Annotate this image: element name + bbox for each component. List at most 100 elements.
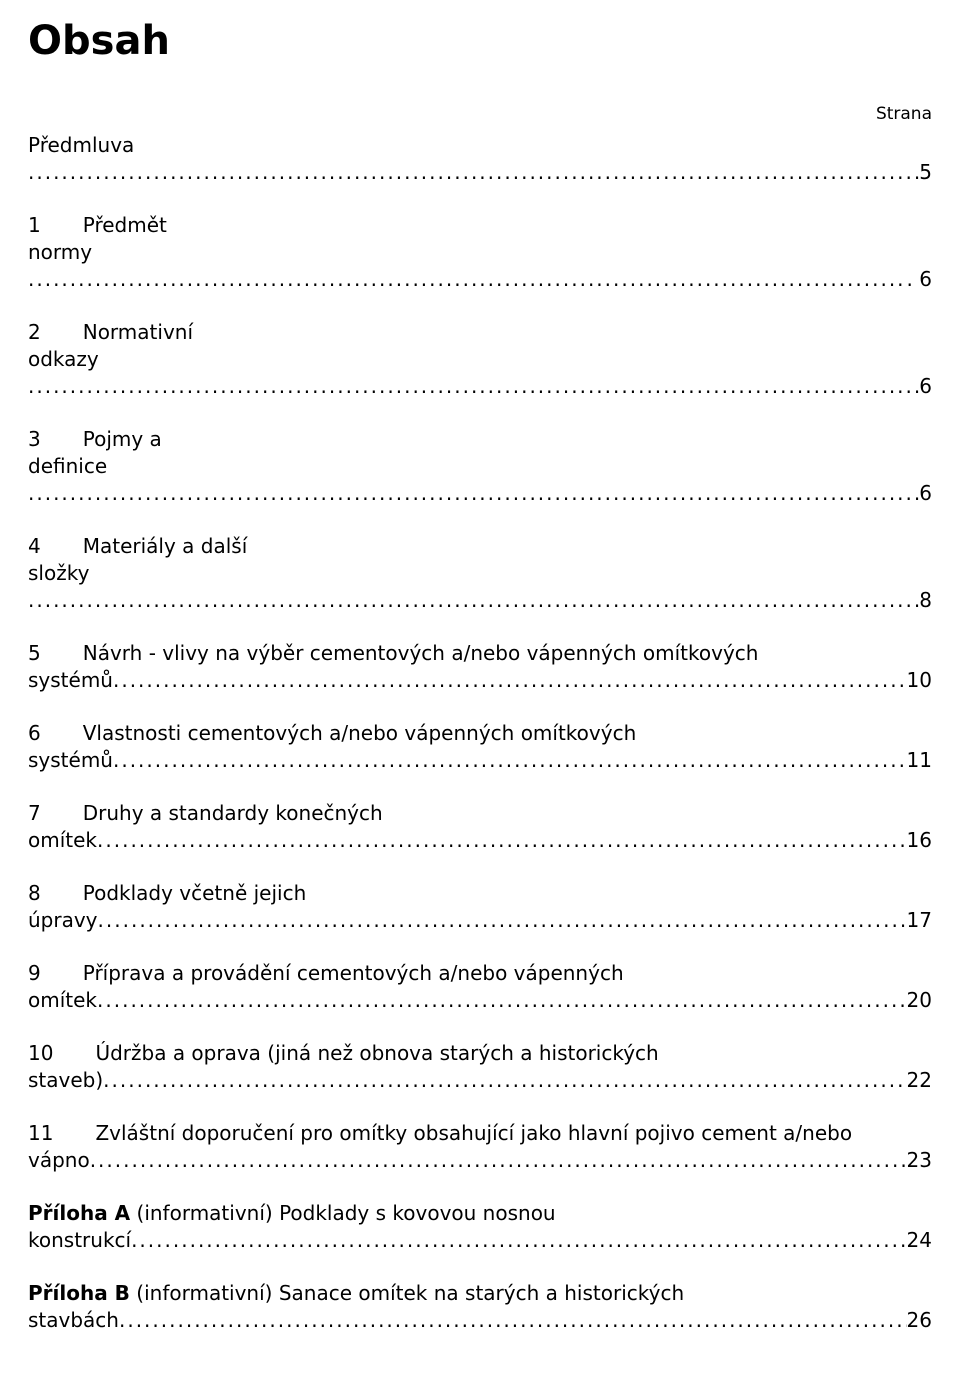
toc-entry-label: Zvláštní doporučení pro omítky obsahujíc… [95, 1121, 852, 1145]
toc-entry-number: 5 [28, 640, 41, 667]
toc-entry: 5 Návrh - vlivy na výběr cementových a/ne… [28, 640, 932, 694]
toc-entry-label: Normativní [83, 320, 193, 344]
toc-entry-dots: ........................................… [97, 827, 907, 854]
strana-label: Strana [876, 104, 932, 124]
toc-entry: 6Vlastnosti cementových a/nebo vápenných… [28, 720, 932, 774]
toc-entry-page: 17 [907, 907, 932, 934]
toc-entry-page: 11 [907, 747, 932, 774]
toc-entry-label: (informativní) Sanace omítek na starých … [130, 1281, 684, 1305]
toc-entry-number: 2 [28, 319, 41, 346]
toc-entry-page: 6 [919, 480, 932, 507]
toc-entry-dots: ........................................… [28, 587, 919, 614]
toc-entry-dotline: ........................................… [28, 480, 932, 507]
toc-entry-line1: 9 Příprava a provádění cementových a/nebo… [28, 960, 932, 987]
toc-entry-number: 3 [28, 426, 41, 453]
toc-entry-line1: 5 Návrh - vlivy na výběr cementových a/ne… [28, 640, 932, 667]
toc-entry-line1: Příloha A (informativní) Podklady s kovo… [28, 1200, 932, 1227]
toc-entry-label-rest: definice [28, 453, 932, 480]
toc-entry-dots: ........................................… [97, 987, 907, 1014]
toc-entry-dotline: systémů.................................… [28, 667, 932, 694]
toc-entry: 9 Příprava a provádění cementových a/nebo… [28, 960, 932, 1014]
toc-entry-dotline: ........................................… [28, 159, 932, 186]
toc-entry-number: 9 [28, 960, 41, 987]
toc-entry-page: 8 [919, 587, 932, 614]
toc-entry-number: 8 [28, 880, 41, 907]
toc-entry-line1: 7 Druhy a standardy konečných [28, 800, 932, 827]
toc-entry: 11 Zvláštní doporučení pro omítky obsahuj… [28, 1120, 932, 1174]
toc-entry-number: 4 [28, 533, 41, 560]
toc-entry: 3 Pojmy adefinice........................… [28, 426, 932, 507]
toc-entry-lead: systémů [28, 667, 113, 694]
toc-entry-line1: 10 Údržba a oprava (jiná než obnova starý… [28, 1040, 932, 1067]
toc-entry-page: 10 [907, 667, 932, 694]
toc-entry-lead: omítek [28, 987, 97, 1014]
toc-entry-dotline: ........................................… [28, 266, 932, 293]
toc-entry-number: 7 [28, 800, 41, 827]
toc-entry-line1: 11 Zvláštní doporučení pro omítky obsahuj… [28, 1120, 932, 1147]
toc-entry: Předmluva...............................… [28, 132, 932, 186]
toc-entry-lead: stavbách [28, 1307, 119, 1334]
toc-entry-label-rest: normy [28, 239, 932, 266]
toc-entry-label: Údržba a oprava (jiná než obnova starých… [95, 1041, 658, 1065]
toc-entry-label-rest: složky [28, 560, 932, 587]
toc-entry-lead: staveb) [28, 1067, 103, 1094]
toc-entry-line1: Předmluva [28, 132, 932, 159]
table-of-contents: Předmluva...............................… [28, 132, 932, 1334]
toc-entry-dots: ........................................… [131, 1227, 906, 1254]
toc-entry-label: Druhy a standardy konečných [83, 801, 383, 825]
toc-entry: 2 Normativníodkazy.......................… [28, 319, 932, 400]
toc-entry-dotline: systémů.................................… [28, 747, 932, 774]
toc-entry-page: 6 [919, 373, 932, 400]
toc-entry-lead: omítek [28, 827, 97, 854]
toc-entry-dotline: stavbách................................… [28, 1307, 932, 1334]
toc-entry-line1: 1 Předmět [28, 212, 932, 239]
toc-entry-number: 10 [28, 1040, 53, 1067]
toc-entry-label: Příprava a provádění cementových a/nebo … [83, 961, 624, 985]
toc-entry-page: 20 [907, 987, 932, 1014]
toc-entry-bold-lead: Příloha A [28, 1201, 130, 1225]
toc-entry-number: 11 [28, 1120, 53, 1147]
toc-entry-label: Materiály a další [83, 534, 248, 558]
toc-entry: 8 Podklady včetně jejichúpravy...........… [28, 880, 932, 934]
toc-entry-lead: konstrukcí [28, 1227, 131, 1254]
toc-entry-page: 26 [907, 1307, 932, 1334]
toc-entry-line1: 8 Podklady včetně jejich [28, 880, 932, 907]
toc-entry-page: 16 [907, 827, 932, 854]
toc-entry: 4 Materiály a dalšísložky................… [28, 533, 932, 614]
toc-entry-dots: ........................................… [98, 907, 907, 934]
toc-entry-line1: 4 Materiály a další [28, 533, 932, 560]
toc-entry-label: (informativní) Podklady s kovovou nosnou [130, 1201, 555, 1225]
toc-entry-label: Předmluva [28, 133, 134, 157]
toc-entry-number: 1 [28, 212, 41, 239]
toc-entry-lead: úpravy [28, 907, 98, 934]
toc-entry-dotline: ........................................… [28, 587, 932, 614]
toc-entry-label: Podklady včetně jejich [83, 881, 307, 905]
toc-entry-label: Návrh - vlivy na výběr cementových a/neb… [83, 641, 759, 665]
page-title: Obsah [28, 18, 932, 64]
toc-entry-dots: ........................................… [28, 266, 907, 293]
toc-entry: 7 Druhy a standardy konečnýchomítek......… [28, 800, 932, 854]
toc-entry-page: 22 [907, 1067, 932, 1094]
toc-entry-label: Předmět [83, 213, 167, 237]
toc-entry-lead: vápno [28, 1147, 90, 1174]
toc-entry: Příloha A (informativní) Podklady s kovo… [28, 1200, 932, 1254]
toc-entry-dots: ........................................… [28, 159, 919, 186]
toc-entry-line1: 6Vlastnosti cementových a/nebo vápenných… [28, 720, 932, 747]
toc-entry-line1: 3 Pojmy a [28, 426, 932, 453]
toc-entry-dotline: staveb).................................… [28, 1067, 932, 1094]
toc-entry-dots: ........................................… [119, 1307, 907, 1334]
toc-entry-dots: ........................................… [113, 747, 907, 774]
toc-entry: Příloha B (informativní) Sanace omítek n… [28, 1280, 932, 1334]
toc-entry-dots: ........................................… [28, 373, 919, 400]
strana-row: Strana [28, 104, 932, 124]
toc-entry-dotline: vápno...................................… [28, 1147, 932, 1174]
toc-entry-page: 23 [907, 1147, 932, 1174]
toc-entry-dotline: konstrukcí..............................… [28, 1227, 932, 1254]
toc-entry-line1: Příloha B (informativní) Sanace omítek n… [28, 1280, 932, 1307]
toc-entry-page: 5 [919, 159, 932, 186]
toc-entry-dots: ........................................… [103, 1067, 906, 1094]
toc-entry-lead: systémů [28, 747, 113, 774]
toc-entry-label-rest: odkazy [28, 346, 932, 373]
toc-entry-dotline: úpravy..................................… [28, 907, 932, 934]
toc-entry-label: Pojmy a [83, 427, 162, 451]
